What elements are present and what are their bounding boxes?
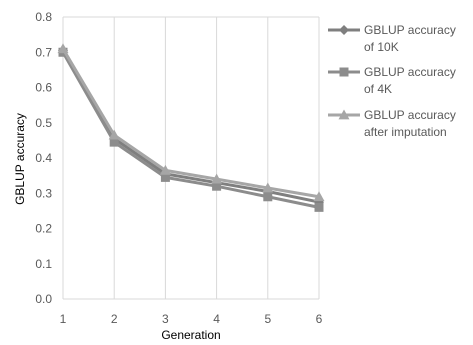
series-3 — [57, 43, 325, 202]
x-tick-label: 5 — [264, 312, 271, 326]
data-point — [313, 191, 325, 202]
x-tick-label: 6 — [316, 312, 323, 326]
data-point — [212, 181, 222, 191]
y-tick-label: 0.0 — [35, 292, 52, 306]
y-tick-label: 0.3 — [35, 186, 52, 200]
data-point — [314, 202, 324, 212]
legend-label: GBLUP accuracy after imputation — [364, 108, 456, 139]
x-tick-label: 1 — [60, 312, 67, 326]
x-tick-label: 3 — [162, 312, 169, 326]
y-tick-label: 0.8 — [35, 10, 52, 24]
legend-marker — [339, 67, 349, 77]
data-point — [262, 182, 274, 193]
data-point — [109, 137, 119, 147]
data-point — [108, 129, 120, 140]
data-point — [160, 172, 170, 182]
data-point — [211, 173, 223, 184]
x-tick-label: 4 — [213, 312, 220, 326]
x-axis-title: Generation — [161, 328, 220, 342]
legend-entry: GBLUP accuracy after imputation — [328, 108, 456, 139]
series-line — [61, 49, 320, 204]
data-point — [57, 43, 69, 54]
data-point — [263, 192, 273, 202]
series-line — [61, 51, 320, 209]
y-axis-title: GBLUP accuracy — [13, 113, 27, 205]
legend-entry: GBLUP accuracy of 4K — [328, 65, 456, 96]
legend-entry: GBLUP accuracy of 10K — [328, 23, 456, 54]
legend-label: GBLUP accuracy of 4K — [364, 65, 456, 96]
axes: GBLUP accuracy Generation 0.0 0.1 0.2 0.3 0.… — [13, 10, 323, 342]
grid — [62, 16, 320, 300]
y-tick-label: 0.2 — [35, 222, 52, 236]
y-tick-label: 0.6 — [35, 81, 52, 95]
y-tick-label: 0.7 — [35, 45, 52, 59]
data-point — [159, 164, 171, 175]
legend-label: GBLUP accuracy of 10K — [364, 23, 456, 54]
y-tick-label: 0.5 — [35, 116, 52, 130]
y-tick-label: 0.4 — [35, 151, 52, 165]
legend: GBLUP accuracy of 10K GBLUP accuracy of 4K G… — [328, 23, 456, 139]
series-line — [61, 47, 320, 199]
legend-marker — [339, 25, 349, 35]
series-2 — [58, 47, 324, 212]
legend-marker — [338, 109, 350, 120]
y-tick-label: 0.1 — [35, 257, 52, 271]
series — [57, 43, 325, 212]
x-tick-label: 2 — [111, 312, 118, 326]
